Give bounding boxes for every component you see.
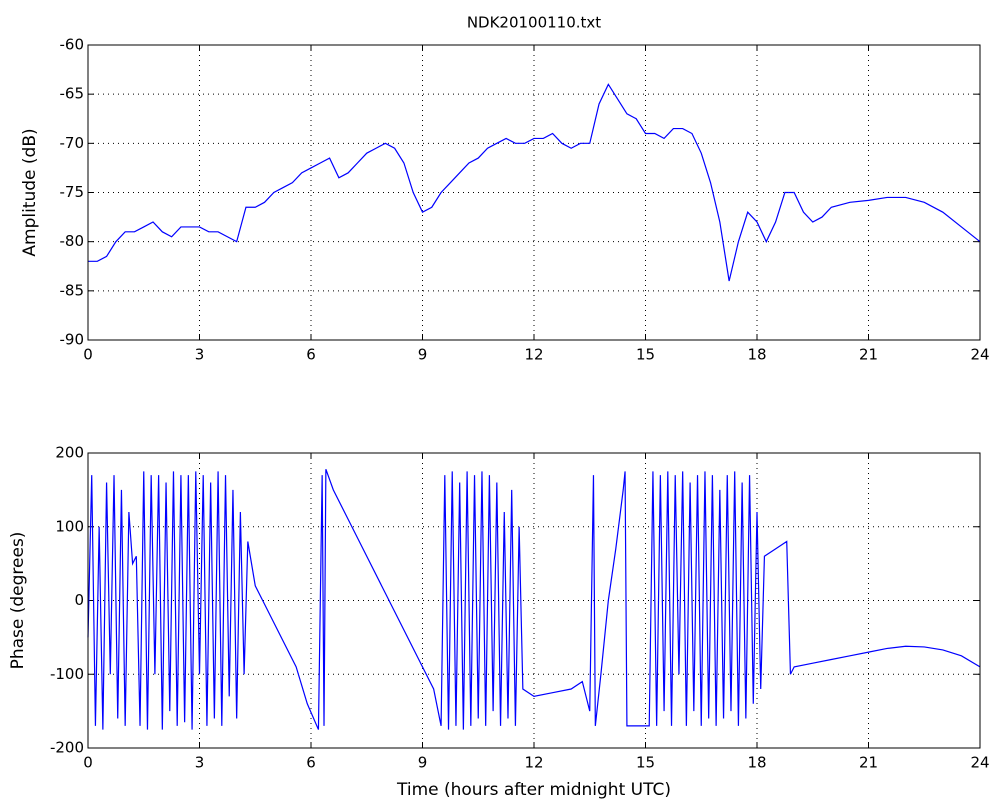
y-tick-label: 200 <box>55 444 84 462</box>
x-tick-label: 3 <box>195 346 205 364</box>
axes-frame <box>87 44 981 341</box>
y-tick-label: -80 <box>60 232 85 250</box>
y-axis-label: Phase (degrees) <box>8 532 28 670</box>
y-tick-label: 100 <box>55 517 84 535</box>
x-tick-label: 15 <box>636 754 655 772</box>
y-tick-label: -60 <box>60 36 85 54</box>
y-tick-label: -90 <box>60 331 85 349</box>
x-axis-label: Time (hours after midnight UTC) <box>396 780 671 800</box>
x-tick-label: 15 <box>636 346 655 364</box>
y-tick-label: -85 <box>60 281 85 299</box>
x-tick-label: 12 <box>524 754 543 772</box>
x-tick-label: 12 <box>524 346 543 364</box>
x-tick-label: 6 <box>306 346 316 364</box>
y-tick-label: -100 <box>50 665 84 683</box>
y-tick-label: -200 <box>50 739 84 757</box>
y-tick-label: -70 <box>60 134 85 152</box>
x-tick-label: 18 <box>747 754 766 772</box>
x-tick-label: 0 <box>83 346 93 364</box>
x-tick-label: 24 <box>970 346 989 364</box>
x-tick-label: 9 <box>418 346 428 364</box>
y-tick-label: 0 <box>74 591 84 609</box>
x-tick-label: 3 <box>195 754 205 772</box>
chart-title: NDK20100110.txt <box>467 14 601 32</box>
x-tick-label: 6 <box>306 754 316 772</box>
x-tick-label: 21 <box>859 754 878 772</box>
x-tick-label: 24 <box>970 754 989 772</box>
axes-frame <box>87 452 981 749</box>
y-tick-label: -75 <box>60 183 85 201</box>
data-line <box>88 83 981 282</box>
x-tick-label: 9 <box>418 754 428 772</box>
data-line <box>87 469 981 730</box>
y-axis-label: Amplitude (dB) <box>20 128 40 256</box>
x-tick-label: 18 <box>747 346 766 364</box>
x-tick-label: 0 <box>83 754 93 772</box>
x-tick-label: 21 <box>859 346 878 364</box>
y-tick-label: -65 <box>60 85 85 103</box>
